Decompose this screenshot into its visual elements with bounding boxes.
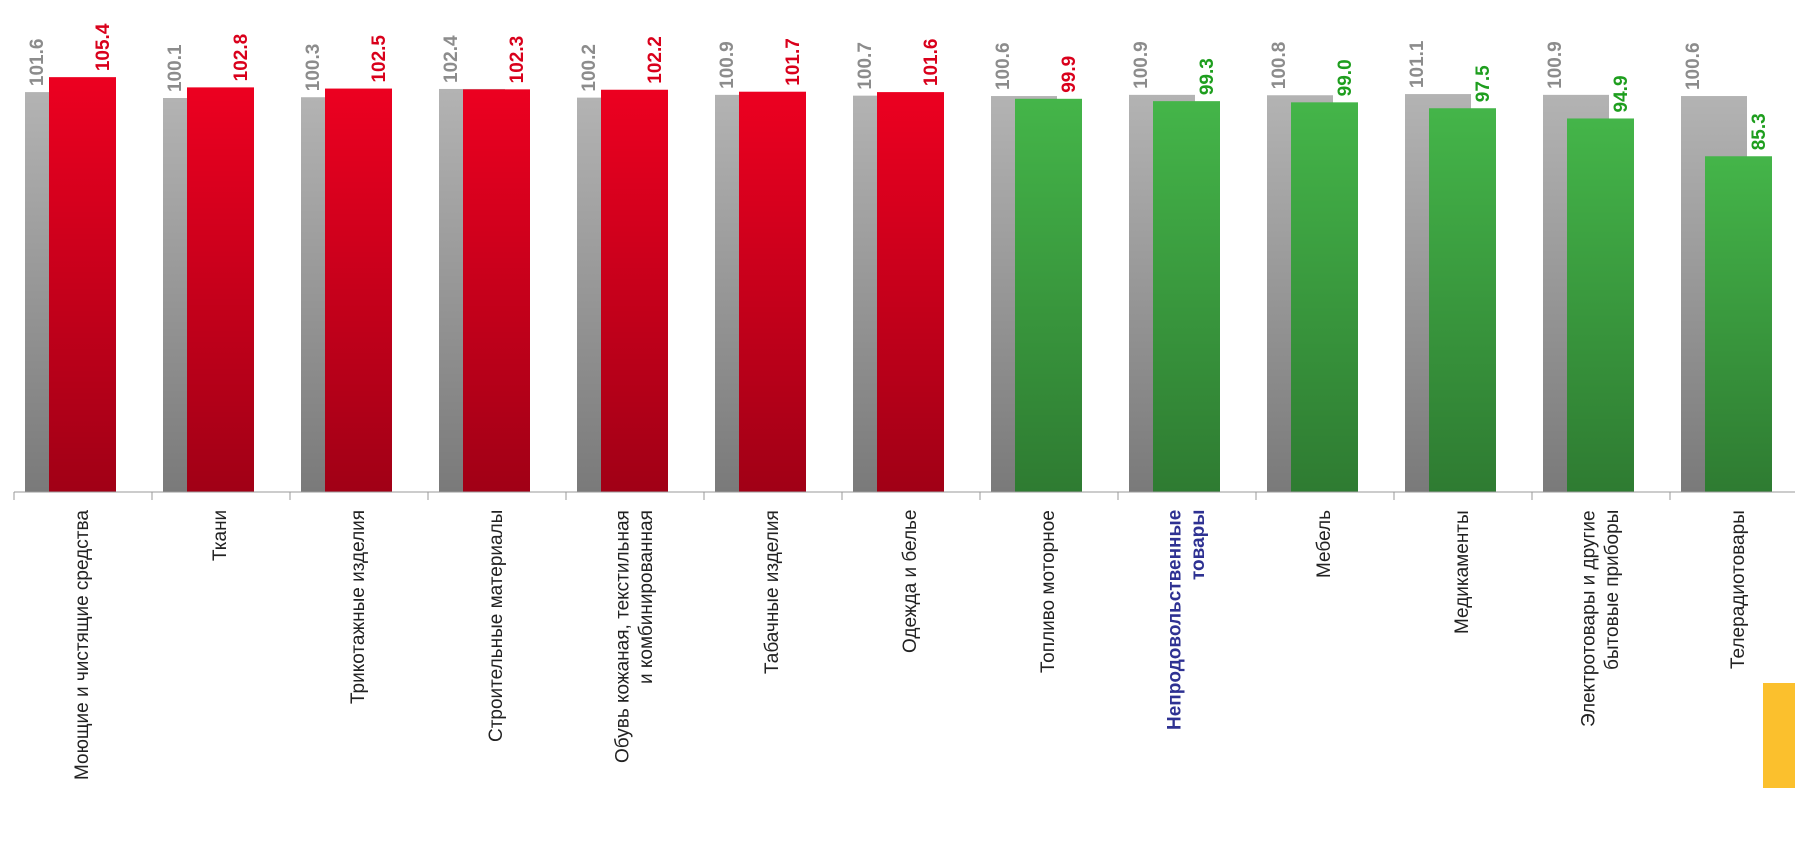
x-tick-label: Непродовольственные товары xyxy=(1164,510,1209,731)
x-tick-label: Медикаменты xyxy=(1452,510,1474,634)
bar-shade xyxy=(187,87,254,492)
x-tick-label: Одежда и белье xyxy=(900,510,922,654)
value-label: 100.2 xyxy=(579,44,600,92)
value-label: 100.8 xyxy=(1269,42,1290,90)
value-label: 100.1 xyxy=(165,44,186,92)
bar-shade xyxy=(601,89,668,493)
value-label: 102.5 xyxy=(369,35,390,83)
bar-shade xyxy=(49,77,116,492)
value-label: 102.3 xyxy=(507,36,528,84)
bar-shade xyxy=(325,88,392,492)
value-label: 102.8 xyxy=(231,34,252,82)
x-tick-label: Моющие и чистящие средства xyxy=(72,510,94,780)
value-label: 101.7 xyxy=(783,38,804,86)
corner-badge xyxy=(1763,683,1795,788)
bar-shade xyxy=(1705,156,1772,492)
x-tick-label: Табачные изделия xyxy=(762,510,784,674)
bar-shade xyxy=(1567,118,1634,492)
value-label: 99.3 xyxy=(1197,58,1218,95)
value-label: 94.9 xyxy=(1611,75,1632,112)
bar-shade xyxy=(1429,108,1496,493)
value-label: 101.6 xyxy=(27,39,48,87)
bar-shade xyxy=(463,89,530,492)
value-label: 99.9 xyxy=(1059,56,1080,93)
x-tick-label: Ткани xyxy=(210,510,232,562)
x-tick-label: Трикотажные изделия xyxy=(348,510,370,705)
value-label: 100.7 xyxy=(855,42,876,90)
bar-shade xyxy=(877,92,944,492)
value-label: 100.9 xyxy=(717,41,738,89)
value-label: 101.6 xyxy=(921,39,942,87)
value-label: 102.4 xyxy=(441,35,462,83)
value-label: 100.6 xyxy=(1683,42,1704,90)
bar-shade xyxy=(1015,98,1082,492)
value-label: 99.0 xyxy=(1335,59,1356,96)
bar-shade xyxy=(1153,101,1220,492)
x-tick-label: Электротовары и другие бытовые приборы xyxy=(1578,510,1623,727)
x-tick-label: Обувь кожаная, текстильная и комбинирова… xyxy=(612,510,657,763)
bar-shade xyxy=(739,91,806,492)
x-tick-label: Телерадиотовары xyxy=(1728,510,1750,669)
value-label: 85.3 xyxy=(1749,113,1770,150)
value-label: 100.6 xyxy=(993,42,1014,90)
value-label: 100.9 xyxy=(1545,41,1566,89)
value-label: 100.9 xyxy=(1131,41,1152,89)
value-label: 102.2 xyxy=(645,36,666,84)
value-label: 100.3 xyxy=(303,44,324,92)
value-label: 97.5 xyxy=(1473,65,1494,102)
x-tick-label: Строительные материалы xyxy=(486,510,508,743)
value-label: 105.4 xyxy=(93,23,114,71)
bar-shade xyxy=(1291,102,1358,492)
value-label: 101.1 xyxy=(1407,40,1428,88)
x-tick-label: Мебель xyxy=(1314,510,1336,578)
x-tick-label: Топливо моторное xyxy=(1038,510,1060,673)
